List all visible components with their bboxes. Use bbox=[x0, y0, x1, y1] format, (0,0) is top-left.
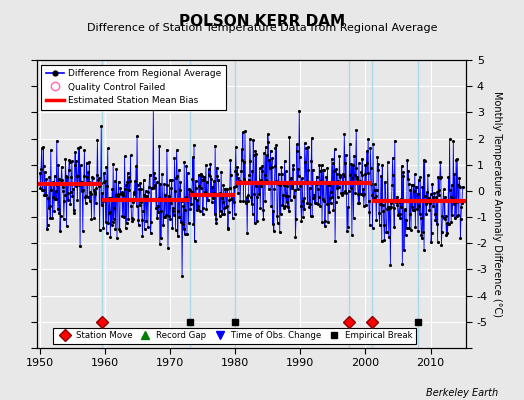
Legend: Station Move, Record Gap, Time of Obs. Change, Empirical Break: Station Move, Record Gap, Time of Obs. C… bbox=[52, 328, 416, 344]
Text: Berkeley Earth: Berkeley Earth bbox=[425, 388, 498, 398]
Text: POLSON KERR DAM: POLSON KERR DAM bbox=[179, 14, 345, 29]
Text: Difference of Station Temperature Data from Regional Average: Difference of Station Temperature Data f… bbox=[87, 23, 437, 33]
Y-axis label: Monthly Temperature Anomaly Difference (°C): Monthly Temperature Anomaly Difference (… bbox=[492, 91, 502, 317]
